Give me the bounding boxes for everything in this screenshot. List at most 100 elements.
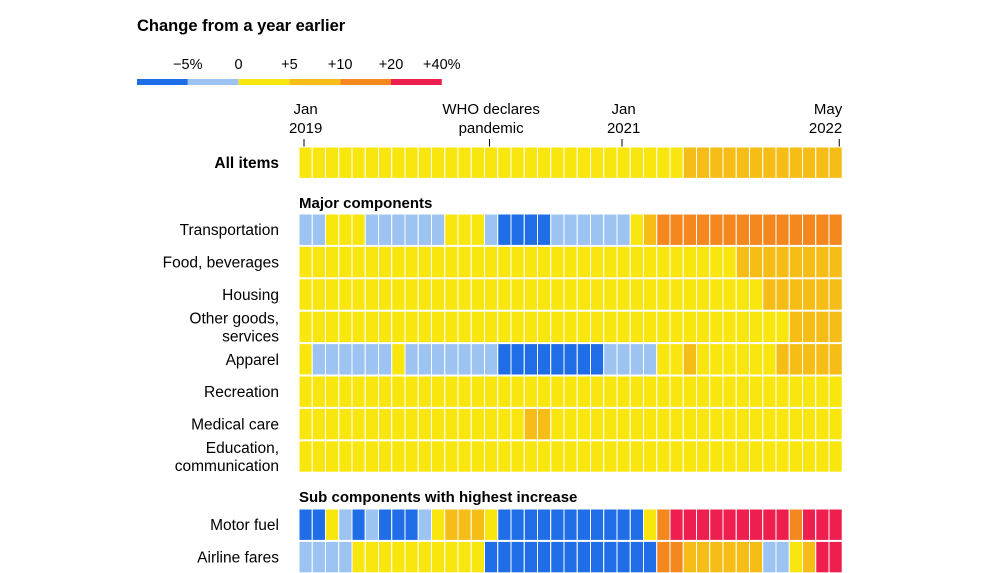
heatmap-cell-apparel	[563, 343, 578, 376]
heatmap-cell-housing	[749, 278, 764, 311]
heatmap-cell-transportation	[643, 213, 658, 246]
heatmap-cell-all-items	[417, 146, 432, 179]
heatmap-cell-airline-fares	[523, 540, 538, 573]
heatmap-cell-medical-care	[325, 407, 340, 441]
heatmap-cell-food-beverages	[656, 245, 671, 279]
heatmap-cell-motor-fuel	[576, 508, 591, 541]
heatmap-cell-housing	[603, 278, 618, 311]
heatmap-cell-airline-fares	[364, 540, 379, 573]
heatmap-cell-food-beverages	[470, 245, 485, 279]
heatmap-cell-recreation	[709, 375, 724, 408]
heatmap-cell-other-goods-services	[457, 310, 472, 344]
heatmap-cell-medical-care	[457, 407, 472, 441]
annotation-label: 2019	[289, 120, 322, 137]
heatmap-cell-education-communication	[828, 440, 843, 473]
heatmap-cell-apparel	[325, 343, 340, 376]
heatmap-cell-food-beverages	[563, 245, 578, 279]
heatmap-cell-transportation	[470, 213, 485, 246]
heatmap-cell-transportation	[669, 213, 684, 246]
row-label-food-beverages: Food, beverages	[163, 255, 280, 272]
heatmap-cell-transportation	[762, 213, 777, 246]
heatmap-cell-food-beverages	[603, 245, 618, 279]
heatmap-cell-education-communication	[643, 440, 658, 473]
heatmap-cell-medical-care	[815, 407, 830, 441]
heatmap-cell-education-communication	[325, 440, 340, 473]
heatmap-cell-education-communication	[378, 440, 393, 473]
heatmap-cell-food-beverages	[749, 245, 764, 279]
heatmap-cell-transportation	[576, 213, 591, 246]
heatmap-cell-all-items	[444, 146, 459, 179]
heatmap-cell-airline-fares	[351, 540, 366, 573]
heatmap-cell-all-items	[311, 146, 326, 179]
heatmap-cell-motor-fuel	[828, 508, 843, 541]
heatmap-cell-all-items	[325, 146, 340, 179]
heatmap-cell-education-communication	[788, 440, 803, 473]
heatmap-cell-food-beverages	[828, 245, 843, 279]
heatmap-cell-housing	[576, 278, 591, 311]
row-label-other-goods-services: Other goods,	[189, 310, 279, 327]
heatmap-cell-food-beverages	[298, 245, 313, 279]
heatmap-cell-other-goods-services	[643, 310, 658, 344]
heatmap-cell-motor-fuel	[788, 508, 803, 541]
heatmap-cell-housing	[828, 278, 843, 311]
heatmap-cell-other-goods-services	[656, 310, 671, 344]
row-label-recreation: Recreation	[204, 384, 279, 401]
heatmap-cell-other-goods-services	[709, 310, 724, 344]
heatmap-cell-other-goods-services	[338, 310, 353, 344]
heatmap-cell-recreation	[364, 375, 379, 408]
heatmap-cell-other-goods-services	[682, 310, 697, 344]
heatmap-cell-medical-care	[404, 407, 419, 441]
heatmap-cell-airline-fares	[417, 540, 432, 573]
heatmap-cell-motor-fuel	[762, 508, 777, 541]
heatmap-cell-housing	[431, 278, 446, 311]
heatmap-cell-medical-care	[391, 407, 406, 441]
heatmap-cell-education-communication	[550, 440, 565, 473]
heatmap-cell-all-items	[735, 146, 750, 179]
heatmap-cell-education-communication	[590, 440, 605, 473]
heatmap-cell-medical-care	[537, 407, 552, 441]
heatmap-cell-education-communication	[576, 440, 591, 473]
heatmap-cell-motor-fuel	[338, 508, 353, 541]
heatmap-cell-motor-fuel	[298, 508, 313, 541]
legend-tick-label: +5	[281, 57, 298, 73]
heatmap-cell-airline-fares	[709, 540, 724, 573]
heatmap-cell-transportation	[815, 213, 830, 246]
heatmap-cell-all-items	[656, 146, 671, 179]
heatmap-cell-recreation	[510, 375, 525, 408]
heatmap-cell-housing	[523, 278, 538, 311]
heatmap-cell-other-goods-services	[616, 310, 631, 344]
heatmap-cell-all-items	[563, 146, 578, 179]
heatmap-cell-apparel	[444, 343, 459, 376]
heatmap-cell-airline-fares	[325, 540, 340, 573]
heatmap-cell-motor-fuel	[669, 508, 684, 541]
heatmap-cell-apparel	[735, 343, 750, 376]
heatmap-cell-education-communication	[603, 440, 618, 473]
heatmap-cell-other-goods-services	[550, 310, 565, 344]
annotation-label: 2022	[809, 120, 842, 137]
heatmap-cell-apparel	[576, 343, 591, 376]
heatmap-cell-education-communication	[497, 440, 512, 473]
heatmap-cell-recreation	[722, 375, 737, 408]
heatmap-cell-housing	[311, 278, 326, 311]
heatmap-cell-all-items	[537, 146, 552, 179]
heatmap-cell-medical-care	[762, 407, 777, 441]
heatmap-cell-transportation	[431, 213, 446, 246]
heatmap-cell-airline-fares	[682, 540, 697, 573]
heatmap-cell-food-beverages	[444, 245, 459, 279]
heatmap-cell-transportation	[510, 213, 525, 246]
heatmap-cell-other-goods-services	[828, 310, 843, 344]
heatmap-cell-housing	[417, 278, 432, 311]
heatmap-cell-motor-fuel	[470, 508, 485, 541]
heatmap-cell-apparel	[762, 343, 777, 376]
heatmap-cell-medical-care	[563, 407, 578, 441]
heatmap-cell-airline-fares	[643, 540, 658, 573]
heatmap-cell-transportation	[722, 213, 737, 246]
annotation-label: May	[814, 101, 843, 118]
section-title-major: Major components	[299, 195, 432, 212]
heatmap-cell-medical-care	[378, 407, 393, 441]
heatmap-cell-motor-fuel	[444, 508, 459, 541]
heatmap-cell-food-beverages	[523, 245, 538, 279]
heatmap-cell-education-communication	[311, 440, 326, 473]
heatmap-cell-housing	[391, 278, 406, 311]
heatmap-cell-transportation	[802, 213, 817, 246]
